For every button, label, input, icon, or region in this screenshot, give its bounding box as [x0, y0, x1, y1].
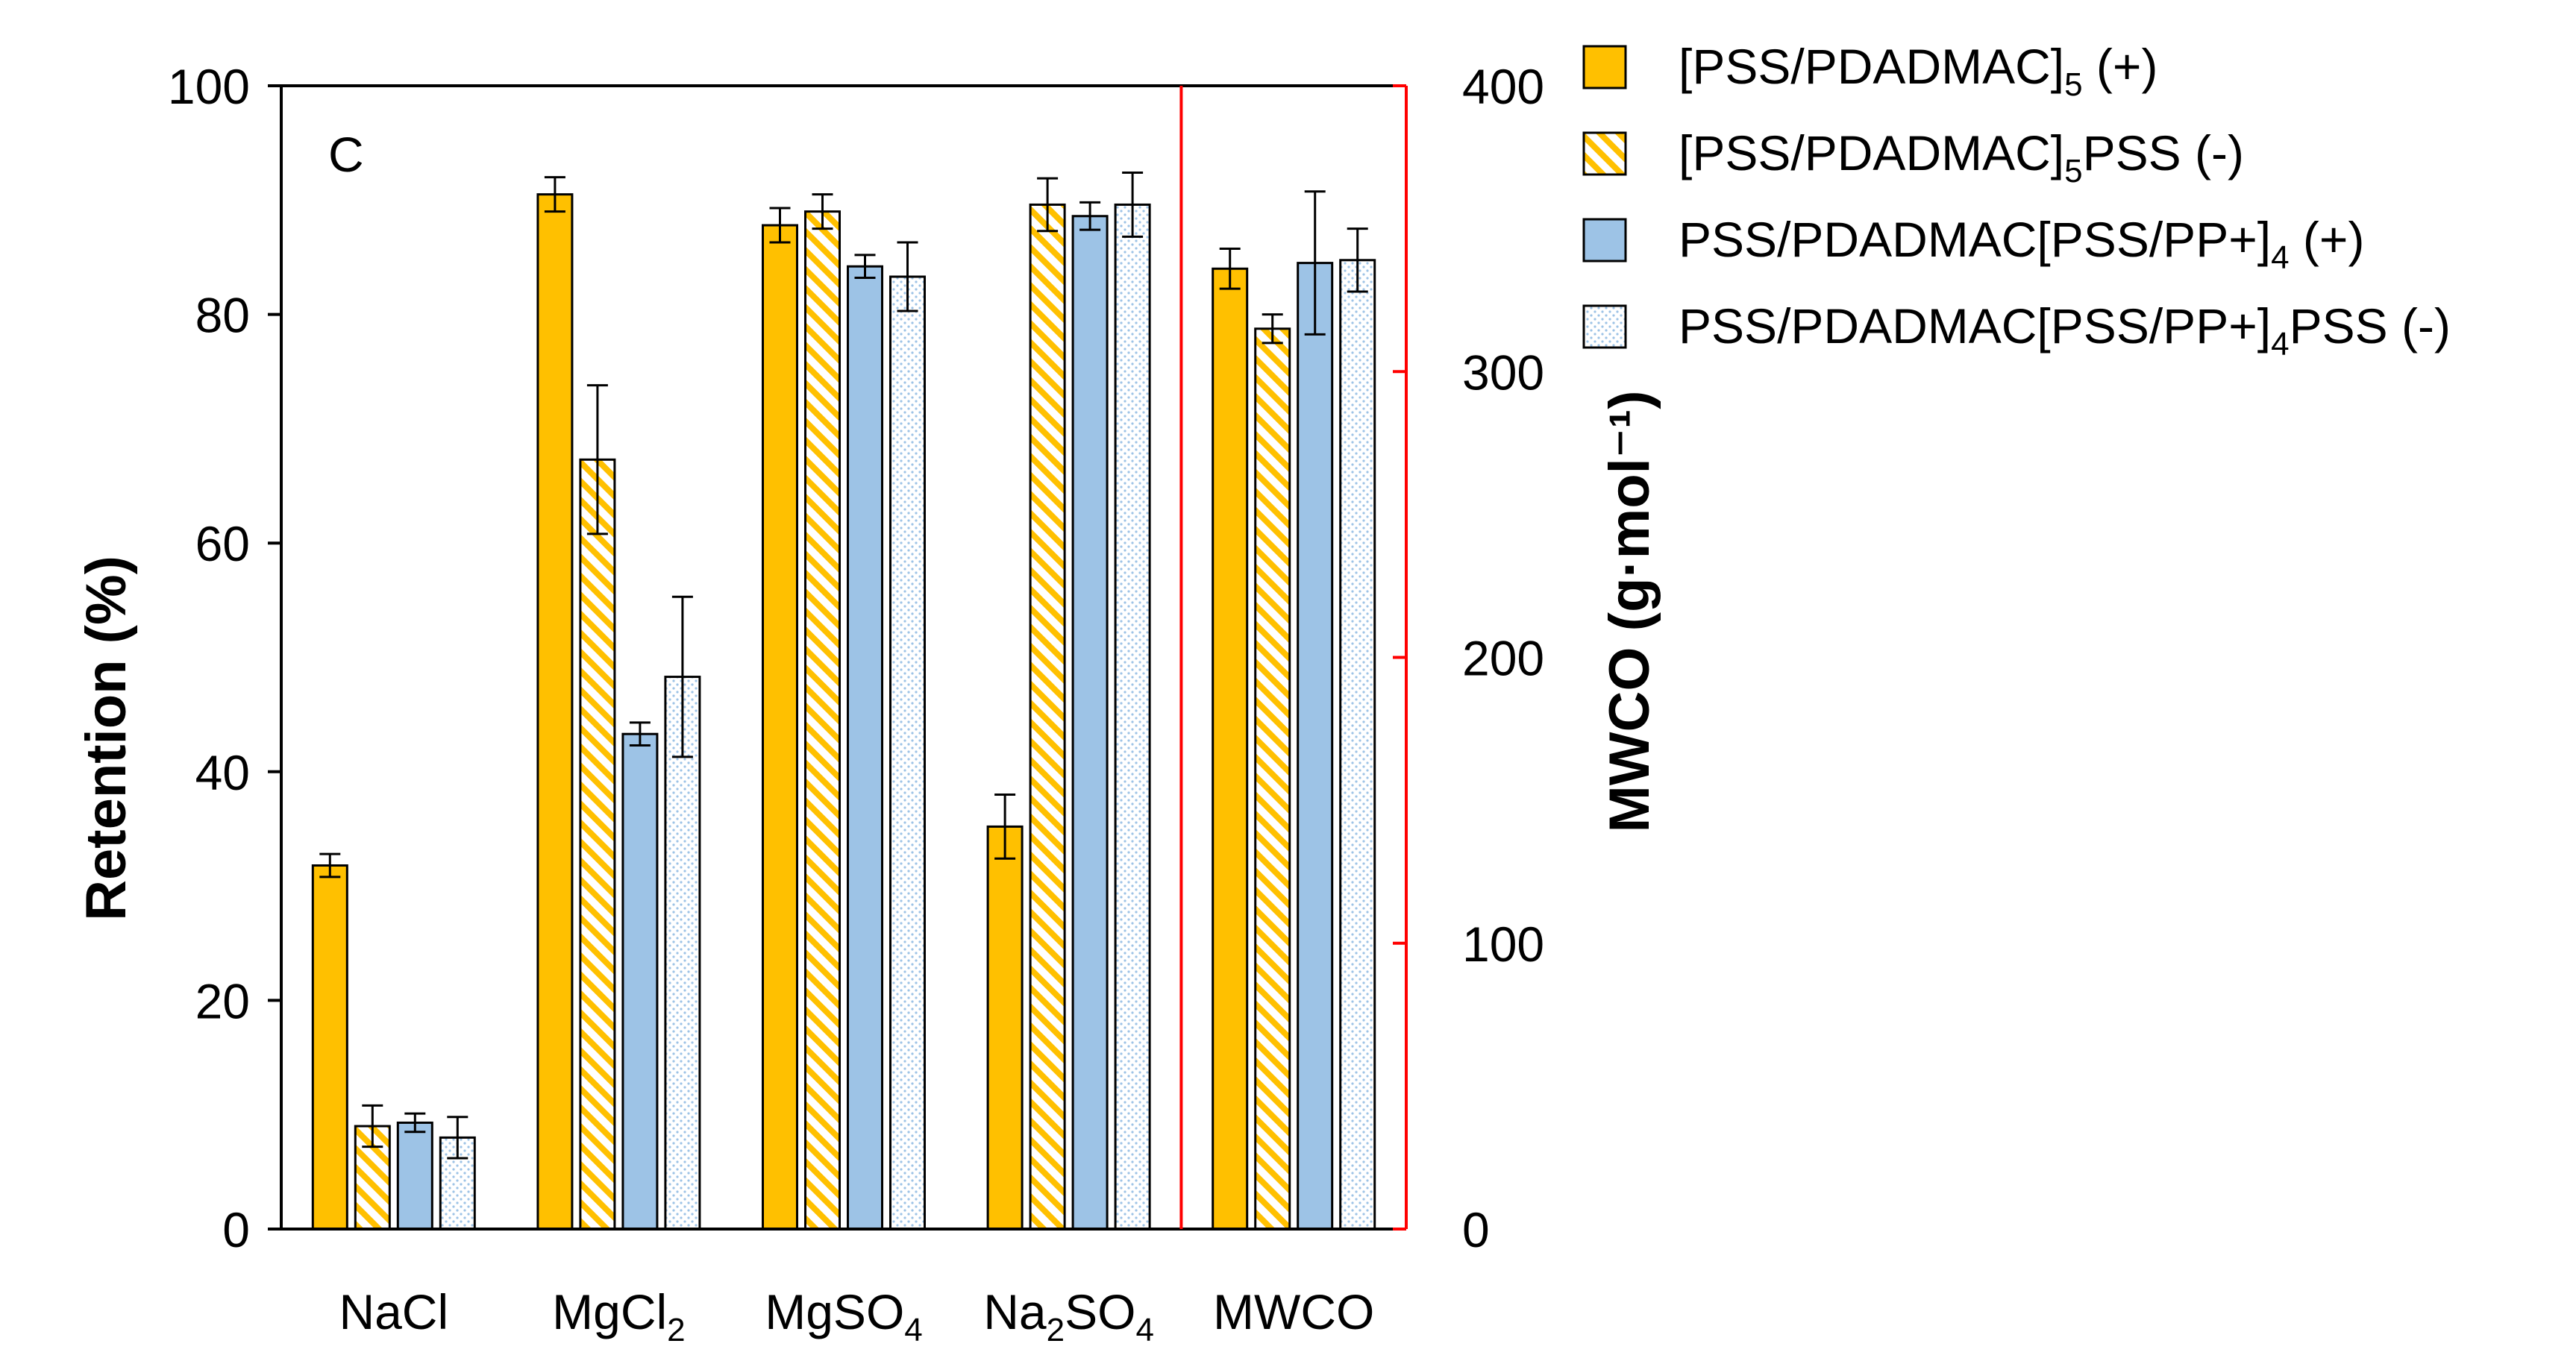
y2-tick-label: 100 [1462, 917, 1544, 972]
legend-label: PSS/PDADMAC[PSS/PP+]4 (+) [1679, 212, 2364, 276]
y-tick-label: 100 [168, 59, 250, 114]
y-tick-label: 20 [195, 973, 250, 1028]
x-axis-labels: NaCl MgCl2 MgSO4 Na2SO4 MWCO [339, 1284, 1374, 1348]
error-bar-mgso-series-2 [812, 193, 833, 230]
y-tick-label: 80 [195, 288, 250, 343]
y-axis-ticks: 0 20 40 60 80 100 [168, 59, 281, 1257]
x-tick-label-mgcl: MgCl2 [552, 1284, 686, 1348]
bar-mgcl-series-4 [664, 676, 701, 1231]
legend-label: [PSS/PDADMAC]5 (+) [1679, 39, 2157, 103]
x-tick-label-nacl: NaCl [339, 1284, 448, 1339]
bar-mgcl-series-3 [621, 732, 659, 1231]
y-tick-label: 60 [195, 516, 250, 571]
error-bar-nacl-series-3 [404, 1112, 426, 1134]
legend-swatch [1582, 304, 1627, 349]
y2-tick-label: 0 [1462, 1202, 1490, 1257]
bars [311, 172, 1376, 1231]
bar-na-series-2 [1029, 203, 1066, 1231]
error-bar-mgcl-series-4 [671, 595, 693, 758]
bar-mgso-series-3 [847, 265, 883, 1231]
x-tick-label-na: Na2SO4 [983, 1284, 1154, 1348]
y2-tick-label: 200 [1462, 631, 1544, 686]
bar-mgso-series-1 [762, 224, 798, 1231]
error-bar-mwco-series-1 [1219, 247, 1241, 290]
error-bar-nacl-series-4 [447, 1116, 468, 1160]
legend-item-4: PSS/PDADMAC[PSS/PP+]4PSS (-) [1582, 298, 2451, 362]
error-bar-na-series-3 [1079, 201, 1101, 231]
legend-item-1: [PSS/PDADMAC]5 (+) [1582, 39, 2157, 103]
y2-tick-label: 400 [1462, 59, 1544, 114]
legend-swatch [1582, 218, 1627, 263]
bar-mwco-series-2 [1254, 327, 1291, 1231]
error-bar-na-series-2 [1037, 177, 1059, 233]
legend-item-2: [PSS/PDADMAC]5PSS (-) [1582, 125, 2244, 189]
bar-nacl-series-1 [311, 864, 348, 1231]
legend-swatch [1582, 45, 1627, 89]
bar-nacl-series-3 [396, 1121, 433, 1231]
y-axis-label: Retention (%) [75, 556, 138, 921]
y2-axis-ticks: 0 100 200 300 400 [1393, 59, 1544, 1257]
y-tick-label: 0 [222, 1202, 250, 1257]
bar-mwco-series-4 [1339, 259, 1376, 1231]
legend-label: [PSS/PDADMAC]5PSS (-) [1679, 125, 2244, 189]
error-bar-mgcl-series-3 [629, 721, 651, 747]
x-tick-label-mwco: MWCO [1213, 1284, 1374, 1339]
bar-mgcl-series-2 [579, 458, 616, 1231]
bar-na-series-4 [1114, 203, 1151, 1231]
error-bar-mwco-series-2 [1262, 313, 1283, 345]
error-bar-mgcl-series-2 [586, 384, 608, 535]
error-bar-na-series-1 [994, 793, 1016, 860]
bar-na-series-1 [986, 825, 1024, 1231]
bar-mgso-series-2 [804, 210, 841, 1231]
error-bar-mwco-series-3 [1304, 190, 1326, 336]
y2-axis-label: MWCO (g·mol⁻¹) [1598, 390, 1661, 832]
legend: [PSS/PDADMAC]5 (+) [PSS/PDADMAC]5PSS (-) P… [1582, 39, 2451, 362]
error-bar-mwco-series-4 [1347, 227, 1368, 293]
bar-na-series-3 [1071, 215, 1109, 1231]
y-tick-label: 40 [195, 745, 250, 800]
bar-mwco-series-1 [1212, 267, 1249, 1231]
bar-mgcl-series-1 [536, 193, 574, 1231]
legend-swatch [1582, 131, 1627, 176]
error-bar-nacl-series-2 [362, 1104, 383, 1148]
error-bar-mgso-series-3 [854, 254, 876, 280]
x-tick-label-mgso: MgSO4 [765, 1284, 923, 1348]
panel-label: C [328, 127, 364, 182]
error-bar-mgcl-series-1 [544, 176, 565, 213]
legend-item-3: PSS/PDADMAC[PSS/PP+]4 (+) [1582, 212, 2364, 276]
error-bar-mgso-series-4 [897, 241, 918, 312]
bar-mgso-series-4 [889, 275, 926, 1231]
error-bar-na-series-4 [1122, 172, 1144, 238]
error-bar-mgso-series-1 [769, 207, 791, 244]
legend-label: PSS/PDADMAC[PSS/PP+]4PSS (-) [1679, 298, 2451, 362]
bar-mwco-series-3 [1297, 262, 1334, 1231]
y2-tick-label: 300 [1462, 345, 1544, 400]
error-bar-nacl-series-1 [319, 852, 341, 879]
